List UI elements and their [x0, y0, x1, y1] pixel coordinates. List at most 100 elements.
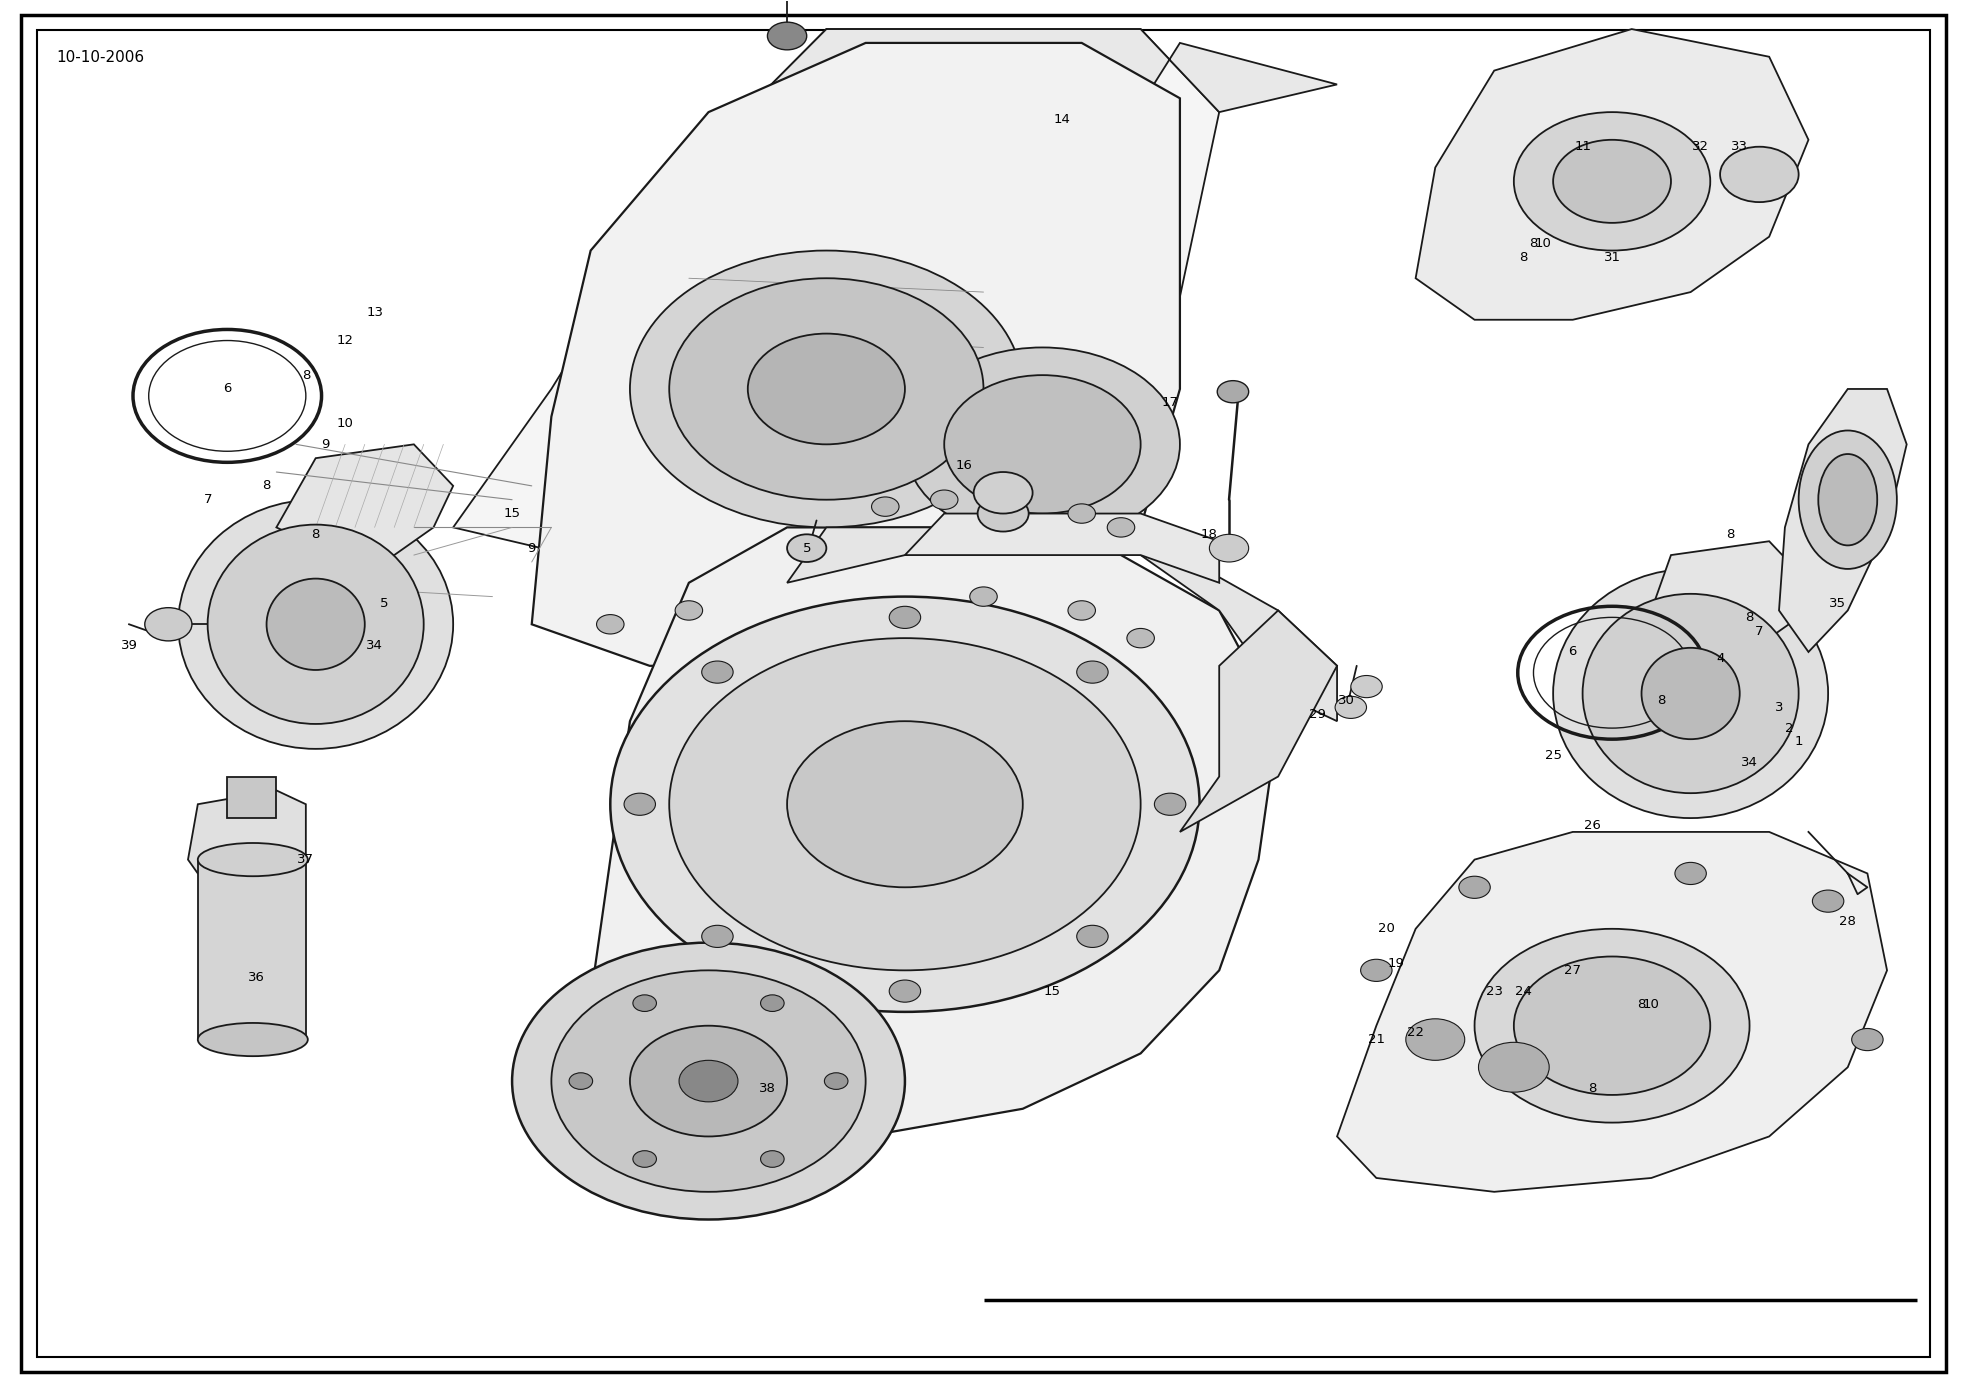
Ellipse shape — [1798, 430, 1896, 569]
Circle shape — [889, 606, 921, 628]
Circle shape — [1676, 863, 1705, 885]
Text: 16: 16 — [956, 459, 972, 472]
Text: 15: 15 — [504, 508, 521, 520]
Circle shape — [1851, 1029, 1882, 1050]
Circle shape — [1218, 380, 1249, 402]
Circle shape — [675, 601, 702, 620]
Circle shape — [767, 22, 806, 50]
Text: 11: 11 — [1574, 140, 1591, 153]
Text: 17: 17 — [1162, 397, 1178, 409]
Circle shape — [930, 490, 958, 509]
Text: 39: 39 — [120, 638, 138, 652]
Text: 8: 8 — [1528, 237, 1538, 250]
Circle shape — [633, 1151, 657, 1168]
Text: 23: 23 — [1485, 985, 1503, 997]
Text: 21: 21 — [1367, 1033, 1385, 1046]
Circle shape — [679, 1060, 738, 1101]
Circle shape — [551, 971, 865, 1191]
Text: 8: 8 — [1587, 1082, 1597, 1094]
Circle shape — [1515, 957, 1709, 1094]
Text: 6: 6 — [222, 383, 232, 395]
Text: 6: 6 — [1568, 645, 1578, 659]
Text: 18: 18 — [1202, 528, 1218, 541]
Text: 3: 3 — [1774, 700, 1784, 714]
Circle shape — [787, 721, 1023, 888]
Text: 10-10-2006: 10-10-2006 — [57, 50, 144, 65]
Text: 22: 22 — [1406, 1026, 1424, 1039]
Text: 30: 30 — [1338, 694, 1355, 707]
Text: 24: 24 — [1515, 985, 1532, 997]
Text: 33: 33 — [1731, 140, 1749, 153]
Circle shape — [624, 793, 655, 816]
Ellipse shape — [1818, 454, 1877, 545]
Circle shape — [1155, 793, 1186, 816]
Polygon shape — [1778, 388, 1906, 652]
Circle shape — [1719, 147, 1798, 203]
Text: 8: 8 — [301, 369, 311, 381]
Polygon shape — [1416, 29, 1808, 320]
Text: 20: 20 — [1377, 922, 1395, 935]
Circle shape — [702, 662, 734, 684]
Text: 25: 25 — [1544, 749, 1562, 763]
Circle shape — [1127, 628, 1155, 648]
Polygon shape — [905, 513, 1220, 583]
Text: 29: 29 — [1308, 707, 1326, 721]
Text: 4: 4 — [1715, 652, 1725, 666]
Ellipse shape — [1554, 569, 1827, 818]
Text: 5: 5 — [380, 596, 389, 610]
Circle shape — [596, 614, 624, 634]
Text: 5: 5 — [803, 542, 810, 555]
Circle shape — [970, 587, 997, 606]
Circle shape — [1107, 517, 1135, 537]
Circle shape — [629, 1026, 787, 1136]
Circle shape — [1812, 890, 1843, 913]
Text: 9: 9 — [321, 438, 330, 451]
Text: 14: 14 — [1054, 112, 1070, 126]
Text: 15: 15 — [1044, 985, 1060, 997]
Text: 8: 8 — [1519, 251, 1528, 264]
Text: 13: 13 — [366, 307, 384, 319]
Circle shape — [871, 497, 899, 516]
Text: 7: 7 — [1755, 624, 1764, 638]
Text: 31: 31 — [1603, 251, 1621, 264]
Circle shape — [1336, 696, 1367, 718]
Text: 36: 36 — [248, 971, 266, 983]
Text: 34: 34 — [366, 638, 384, 652]
Text: 8: 8 — [1725, 528, 1735, 541]
Circle shape — [1479, 1042, 1550, 1092]
Polygon shape — [277, 444, 452, 555]
Circle shape — [568, 1072, 592, 1089]
Circle shape — [978, 495, 1029, 531]
Ellipse shape — [209, 524, 423, 724]
Polygon shape — [590, 527, 1279, 1136]
Circle shape — [761, 1151, 785, 1168]
Text: 34: 34 — [1741, 756, 1758, 770]
Circle shape — [633, 994, 657, 1011]
Polygon shape — [1180, 610, 1338, 832]
Circle shape — [974, 472, 1033, 513]
Circle shape — [1076, 925, 1107, 947]
Circle shape — [610, 596, 1200, 1013]
Circle shape — [511, 943, 905, 1219]
Text: 1: 1 — [1794, 735, 1804, 749]
Circle shape — [944, 374, 1141, 513]
Text: 7: 7 — [203, 494, 212, 506]
Polygon shape — [228, 777, 277, 818]
Circle shape — [1076, 662, 1107, 684]
Text: 28: 28 — [1839, 915, 1857, 928]
Text: 2: 2 — [1784, 721, 1794, 735]
Text: 8: 8 — [311, 528, 321, 541]
Circle shape — [1068, 601, 1096, 620]
Circle shape — [1210, 534, 1249, 562]
Circle shape — [629, 251, 1023, 527]
Text: 19: 19 — [1387, 957, 1404, 970]
Circle shape — [824, 1072, 848, 1089]
Circle shape — [761, 994, 785, 1011]
Text: 12: 12 — [336, 334, 354, 347]
Text: 8: 8 — [1656, 694, 1666, 707]
Text: 38: 38 — [759, 1082, 775, 1094]
Circle shape — [1515, 112, 1709, 251]
Ellipse shape — [1642, 648, 1739, 739]
Text: 8: 8 — [1637, 999, 1646, 1011]
Circle shape — [669, 279, 984, 499]
